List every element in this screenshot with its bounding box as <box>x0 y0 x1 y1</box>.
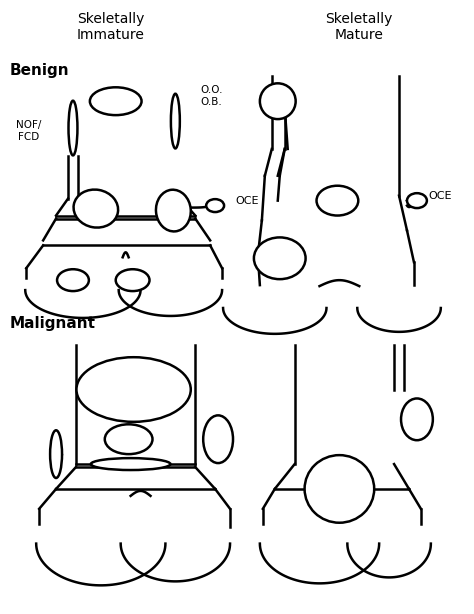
Ellipse shape <box>401 398 433 440</box>
Text: RMS
S.S.: RMS S.S. <box>207 424 229 446</box>
Ellipse shape <box>156 190 191 231</box>
Ellipse shape <box>76 357 191 422</box>
Text: Skeletally
Mature: Skeletally Mature <box>326 12 393 42</box>
Ellipse shape <box>90 87 142 115</box>
Text: Adam: Adam <box>262 96 294 106</box>
Text: OCE: OCE <box>429 191 452 201</box>
Ellipse shape <box>50 430 62 478</box>
Text: leukemia
Ewing's
lymphoma: leukemia Ewing's lymphoma <box>106 368 161 401</box>
Text: OS: OS <box>48 449 64 459</box>
Ellipse shape <box>305 455 374 523</box>
Text: UBC: UBC <box>82 204 106 214</box>
Ellipse shape <box>203 415 233 463</box>
Ellipse shape <box>57 269 89 291</box>
Ellipse shape <box>254 238 306 279</box>
Text: CS
FS
OS
MFH
met.: CS FS OS MFH met. <box>328 460 351 517</box>
Ellipse shape <box>91 458 170 470</box>
Text: leuk.: leuk. <box>119 459 142 468</box>
Ellipse shape <box>116 269 149 291</box>
Text: POS: POS <box>406 413 428 422</box>
Text: EG: EG <box>108 96 124 106</box>
Ellipse shape <box>105 424 153 454</box>
Text: ench: ench <box>324 196 351 206</box>
Text: CB: CB <box>65 275 81 285</box>
Ellipse shape <box>407 193 427 208</box>
Text: OCE: OCE <box>235 196 258 206</box>
Ellipse shape <box>171 94 180 149</box>
Text: GCT
ABC: GCT ABC <box>268 247 292 269</box>
Ellipse shape <box>69 101 77 155</box>
Ellipse shape <box>317 185 358 216</box>
Text: Malignant: Malignant <box>9 316 95 331</box>
Text: Skeletally
Immature: Skeletally Immature <box>77 12 145 42</box>
Text: FS: FS <box>122 434 135 444</box>
Text: NOF/
FCD: NOF/ FCD <box>16 120 41 142</box>
Text: CMF: CMF <box>162 206 185 216</box>
Ellipse shape <box>73 190 118 228</box>
Ellipse shape <box>260 84 296 119</box>
Text: Benign: Benign <box>9 63 69 79</box>
Text: O.O.
O.B.: O.O. O.B. <box>200 85 223 107</box>
Text: EG: EG <box>125 275 140 285</box>
Ellipse shape <box>206 199 224 212</box>
